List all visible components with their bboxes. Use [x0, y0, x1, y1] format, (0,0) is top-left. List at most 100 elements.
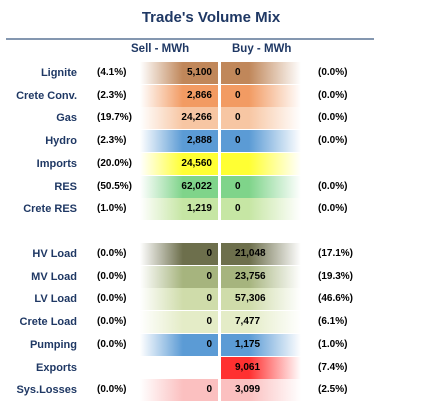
buy-percentage: (2.5%)	[318, 384, 348, 396]
title-divider	[6, 38, 374, 40]
buy-value: 23,756	[235, 270, 266, 282]
table-row: Gas (19.7%) 24,266 0 (0.0%)	[0, 107, 422, 130]
buy-value-cell: 0	[220, 175, 301, 198]
sell-value: 0	[206, 316, 212, 328]
buy-percentage: (0.0%)	[318, 67, 348, 78]
row-label: MV Load	[31, 270, 77, 283]
sell-percentage: (0.0%)	[97, 316, 127, 328]
buy-value-cell: 0	[220, 84, 301, 107]
sell-value: 1,219	[186, 203, 212, 215]
row-label: Crete Load	[19, 316, 77, 329]
buy-value-cell: 0	[220, 130, 301, 153]
sell-value-cell: 0	[140, 311, 218, 334]
sell-value: 0	[206, 293, 212, 305]
buy-value: 0	[235, 112, 241, 124]
buy-percentage: (6.1%)	[318, 316, 348, 328]
table-row: Imports (20.0%) 24,560	[0, 152, 422, 175]
sell-percentage: (20.0%)	[97, 157, 133, 169]
table-row: Lignite (4.1%) 5,100 0 (0.0%)	[0, 62, 422, 84]
row-label: LV Load	[34, 293, 77, 306]
table-row: Sys.Losses (0.0%) 0 3,099 (2.5%)	[0, 379, 422, 402]
row-label: RES	[54, 180, 77, 193]
buy-value-cell: 1,175	[220, 333, 301, 356]
buy-value-cell: 7,477	[220, 311, 301, 334]
sell-percentage: (19.7%)	[97, 112, 133, 124]
buy-value: 57,306	[235, 293, 266, 305]
sell-percentage: (1.0%)	[97, 203, 127, 215]
sell-value: 0	[206, 384, 212, 396]
buy-percentage: (17.1%)	[318, 248, 354, 259]
buy-percentage: (46.6%)	[318, 293, 354, 305]
sell-percentage: (4.1%)	[97, 67, 127, 78]
sell-percentage: (0.0%)	[97, 293, 127, 305]
sell-value-cell	[140, 357, 218, 379]
row-label: Gas	[56, 112, 77, 125]
sell-value-cell: 62,022	[140, 175, 218, 198]
sell-value: 2,866	[186, 89, 212, 101]
buy-column-header: Buy - MWh	[232, 43, 292, 55]
buy-percentage: (0.0%)	[318, 180, 348, 192]
row-label: Hydro	[45, 135, 77, 148]
buy-value-cell	[220, 152, 301, 175]
buy-value-cell: 0	[220, 62, 301, 84]
buy-value: 0	[235, 180, 241, 192]
buy-percentage: (0.0%)	[318, 89, 348, 101]
table-row: MV Load (0.0%) 0 23,756 (19.3%)	[0, 265, 422, 288]
buy-percentage: (0.0%)	[318, 135, 348, 147]
sell-percentage: (0.0%)	[97, 270, 127, 282]
buy-value-cell: 3,099	[220, 379, 301, 402]
table-row: Crete Conv. (2.3%) 2,866 0 (0.0%)	[0, 84, 422, 107]
sell-value: 0	[206, 338, 212, 350]
row-label: Sys.Losses	[16, 384, 77, 397]
sell-value-cell: 24,266	[140, 107, 218, 130]
table-row: Exports 9,061 (7.4%)	[0, 356, 422, 379]
sell-value-cell: 24,560	[140, 152, 218, 175]
buy-value-cell: 9,061	[220, 356, 301, 379]
buy-value: 21,048	[235, 248, 266, 259]
table-row: LV Load (0.0%) 0 57,306 (46.6%)	[0, 288, 422, 311]
sell-value: 62,022	[181, 180, 212, 192]
buy-value-cell: 0	[220, 198, 301, 221]
buy-value: 0	[235, 135, 241, 147]
row-label: Exports	[36, 361, 77, 374]
sell-percentage: (2.3%)	[97, 135, 127, 147]
sell-value-cell: 0	[140, 379, 218, 402]
table-row: Crete Load (0.0%) 0 7,477 (6.1%)	[0, 311, 422, 334]
sell-value: 0	[206, 248, 212, 259]
sell-percentage: (0.0%)	[97, 248, 127, 259]
buy-value: 0	[235, 89, 241, 101]
sell-value-cell: 1,219	[140, 198, 218, 221]
sell-percentage: (50.5%)	[97, 180, 133, 192]
buy-value-cell: 57,306	[220, 288, 301, 311]
row-label: HV Load	[32, 248, 77, 260]
buy-percentage: (7.4%)	[318, 361, 348, 373]
buy-value-cell: 21,048	[220, 243, 301, 265]
row-label: Lignite	[40, 67, 77, 79]
sell-column-header: Sell - MWh	[131, 43, 190, 55]
buy-value: 0	[235, 203, 241, 215]
buy-value: 3,099	[235, 384, 261, 396]
sell-value: 2,888	[186, 135, 212, 147]
table-row: HV Load (0.0%) 0 21,048 (17.1%)	[0, 243, 422, 265]
buy-percentage: (19.3%)	[318, 270, 354, 282]
sell-value-cell: 2,888	[140, 130, 218, 153]
sell-percentage: (0.0%)	[97, 384, 127, 396]
row-label: Imports	[36, 157, 77, 170]
sell-percentage: (0.0%)	[97, 338, 127, 350]
sell-value-cell: 2,866	[140, 84, 218, 107]
sell-value: 24,266	[181, 112, 212, 124]
buy-value: 1,175	[235, 338, 261, 350]
sell-value-cell: 0	[140, 265, 218, 288]
buy-percentage: (0.0%)	[318, 112, 348, 124]
table-row: Hydro (2.3%) 2,888 0 (0.0%)	[0, 130, 422, 153]
sell-value: 24,560	[181, 157, 212, 169]
buy-value-cell: 0	[220, 107, 301, 130]
buy-value: 9,061	[235, 361, 261, 373]
buy-value-cell: 23,756	[220, 265, 301, 288]
table-row: Crete RES (1.0%) 1,219 0 (0.0%)	[0, 198, 422, 221]
table-row: Pumping (0.0%) 0 1,175 (1.0%)	[0, 333, 422, 356]
sell-value-cell: 0	[140, 333, 218, 356]
table-row: RES (50.5%) 62,022 0 (0.0%)	[0, 175, 422, 198]
row-label: Crete RES	[23, 203, 77, 216]
buy-value: 0	[235, 67, 241, 78]
